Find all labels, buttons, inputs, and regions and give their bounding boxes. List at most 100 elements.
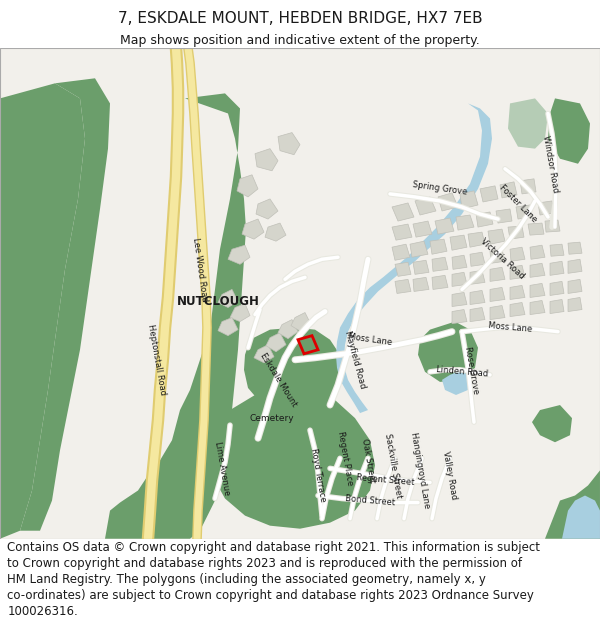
Polygon shape	[520, 179, 536, 194]
Text: Foster Lane: Foster Lane	[497, 183, 539, 224]
Polygon shape	[468, 232, 485, 248]
Polygon shape	[435, 218, 454, 234]
Polygon shape	[545, 220, 560, 232]
Text: Hangingroyd Lane: Hangingroyd Lane	[409, 432, 431, 509]
Polygon shape	[413, 278, 429, 291]
Polygon shape	[550, 299, 564, 314]
Polygon shape	[538, 201, 554, 215]
Text: Regent Place: Regent Place	[336, 431, 354, 486]
Polygon shape	[256, 199, 278, 219]
Polygon shape	[432, 258, 448, 271]
Polygon shape	[452, 292, 467, 306]
Polygon shape	[568, 242, 582, 254]
Polygon shape	[278, 319, 298, 339]
Polygon shape	[450, 235, 467, 250]
Polygon shape	[392, 244, 410, 260]
Text: 100026316.: 100026316.	[7, 605, 78, 618]
Text: Bond Street: Bond Street	[345, 494, 395, 508]
Polygon shape	[470, 291, 485, 304]
Polygon shape	[392, 224, 412, 240]
Polygon shape	[470, 308, 485, 322]
Text: Spring Grove: Spring Grove	[412, 181, 468, 197]
Polygon shape	[392, 203, 414, 221]
Text: Valley Road: Valley Road	[442, 451, 458, 501]
Polygon shape	[568, 279, 582, 294]
Polygon shape	[410, 241, 428, 258]
Polygon shape	[244, 328, 342, 415]
Polygon shape	[230, 304, 250, 322]
Polygon shape	[0, 83, 85, 539]
Polygon shape	[210, 388, 375, 529]
Polygon shape	[430, 239, 447, 254]
Polygon shape	[278, 132, 300, 155]
Polygon shape	[237, 175, 258, 197]
Polygon shape	[550, 261, 564, 276]
Text: Lime Avenue: Lime Avenue	[213, 441, 231, 496]
Text: Moss Lane: Moss Lane	[347, 332, 392, 348]
Polygon shape	[528, 223, 544, 235]
Text: Contains OS data © Crown copyright and database right 2021. This information is : Contains OS data © Crown copyright and d…	[7, 541, 540, 554]
Polygon shape	[530, 263, 545, 278]
Polygon shape	[548, 98, 590, 164]
Polygon shape	[413, 260, 429, 274]
Polygon shape	[490, 288, 505, 301]
Polygon shape	[476, 212, 493, 227]
Text: Mayfield Road: Mayfield Road	[343, 330, 367, 390]
Polygon shape	[336, 103, 492, 413]
Text: Oak Street: Oak Street	[359, 438, 376, 483]
Polygon shape	[550, 244, 564, 256]
Polygon shape	[456, 215, 474, 230]
Polygon shape	[530, 283, 545, 298]
Text: Lee Wood Road: Lee Wood Road	[191, 237, 209, 302]
Text: NUTCLOUGH: NUTCLOUGH	[176, 295, 259, 308]
Polygon shape	[218, 289, 238, 308]
Polygon shape	[266, 332, 286, 352]
Text: Victoria Road: Victoria Road	[478, 238, 526, 281]
Polygon shape	[285, 400, 328, 440]
Polygon shape	[460, 191, 478, 209]
Polygon shape	[500, 182, 517, 198]
Text: HM Land Registry. The polygons (including the associated geometry, namely x, y: HM Land Registry. The polygons (includin…	[7, 573, 486, 586]
Polygon shape	[532, 405, 572, 442]
Polygon shape	[105, 93, 246, 539]
Polygon shape	[242, 219, 264, 239]
Polygon shape	[510, 248, 525, 261]
Polygon shape	[488, 229, 505, 244]
Polygon shape	[530, 301, 545, 314]
Text: 7, ESKDALE MOUNT, HEBDEN BRIDGE, HX7 7EB: 7, ESKDALE MOUNT, HEBDEN BRIDGE, HX7 7EB	[118, 11, 482, 26]
Polygon shape	[415, 197, 436, 215]
Polygon shape	[418, 322, 478, 382]
Text: Rose Grove: Rose Grove	[463, 346, 481, 394]
Polygon shape	[470, 271, 485, 284]
Polygon shape	[490, 306, 505, 319]
Polygon shape	[254, 345, 274, 362]
Text: Regent Street: Regent Street	[356, 473, 415, 488]
Polygon shape	[442, 370, 470, 395]
Polygon shape	[395, 262, 411, 276]
Text: Eskdale Mount: Eskdale Mount	[258, 351, 298, 408]
Polygon shape	[0, 109, 38, 541]
Polygon shape	[510, 265, 525, 279]
Text: Royd Terrace: Royd Terrace	[309, 448, 327, 503]
Text: Sackville Street: Sackville Street	[383, 432, 403, 498]
Polygon shape	[395, 279, 411, 294]
Polygon shape	[508, 226, 524, 239]
Polygon shape	[496, 209, 512, 223]
Polygon shape	[510, 286, 525, 299]
Polygon shape	[452, 309, 467, 324]
Text: Cemetery: Cemetery	[250, 414, 295, 422]
Polygon shape	[255, 149, 278, 171]
Text: Heptonstall Road: Heptonstall Road	[146, 324, 167, 396]
Polygon shape	[291, 312, 311, 332]
Polygon shape	[480, 186, 498, 202]
Polygon shape	[510, 302, 525, 316]
Polygon shape	[568, 259, 582, 273]
Text: Linden Road: Linden Road	[436, 365, 488, 379]
Polygon shape	[568, 298, 582, 311]
Text: Moss Lane: Moss Lane	[488, 321, 532, 334]
Polygon shape	[438, 193, 458, 211]
Polygon shape	[228, 245, 250, 264]
Polygon shape	[508, 98, 548, 149]
Polygon shape	[265, 223, 286, 241]
Polygon shape	[20, 78, 110, 531]
